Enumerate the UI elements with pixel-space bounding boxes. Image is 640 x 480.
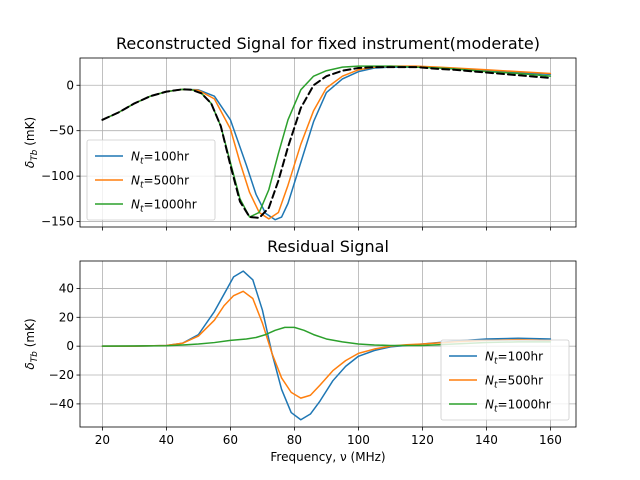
ticks: −150 −100 −50 0 — [41, 78, 551, 231]
legend-entry-label: Nt=1000hr — [485, 398, 551, 415]
legend-entry-label: Nt=500hr — [131, 174, 189, 191]
y-tick-label: −20 — [49, 368, 74, 382]
x-tick-label: 80 — [287, 433, 302, 447]
residual-signal-panel: 20 40 60 80 100 120 140 160 −40 −20 0 20 40 Residual … — [23, 237, 577, 464]
x-tick-label: 120 — [411, 433, 434, 447]
x-tick-label: 140 — [475, 433, 498, 447]
y-tick-label: −150 — [41, 215, 74, 229]
chart-title: Residual Signal — [267, 237, 389, 256]
series-group — [101, 270, 552, 421]
series-group — [101, 65, 552, 221]
x-tick-label: 20 — [95, 433, 110, 447]
legend-box — [440, 339, 570, 421]
x-axis-label: Frequency, ν (MHz) — [270, 450, 385, 464]
x-tick-label: 40 — [159, 433, 174, 447]
ticks: 20 40 60 80 100 120 140 160 −40 −20 0 20 40 — [49, 281, 562, 447]
legend: Nt=100hr Nt=500hr Nt=1000hr — [440, 339, 570, 421]
y-axis-label: δTb (mK) — [23, 318, 40, 369]
grid — [80, 58, 576, 227]
y-tick-label: 0 — [66, 78, 74, 92]
series-line-reference-dashed — [101, 66, 552, 219]
legend-entry-label: Nt=500hr — [485, 374, 543, 391]
y-tick-label: −40 — [49, 397, 74, 411]
x-tick-label: 100 — [347, 433, 370, 447]
reconstructed-signal-panel: −150 −100 −50 0 Reconstructed Signal for fix… — [23, 34, 577, 231]
legend-entry-label: Nt=100hr — [131, 150, 189, 167]
y-tick-label: 40 — [59, 281, 74, 295]
y-tick-label: 20 — [59, 310, 74, 324]
plot-frame — [79, 260, 577, 428]
series-line-n-t-1000hr — [101, 326, 552, 347]
x-tick-label: 60 — [223, 433, 238, 447]
chart-title: Reconstructed Signal for fixed instrumen… — [116, 34, 540, 53]
y-tick-label: 0 — [66, 339, 74, 353]
y-axis-label: δTb (mK) — [23, 117, 40, 168]
series-line-n-t-500hr — [101, 290, 552, 399]
y-tick-label: −100 — [41, 169, 74, 183]
legend: Nt=100hr Nt=500hr Nt=1000hr — [86, 139, 216, 221]
legend-entry-label: Nt=100hr — [485, 350, 543, 367]
y-tick-label: −50 — [49, 124, 74, 138]
legend-entry-label: Nt=1000hr — [131, 198, 197, 215]
x-tick-label: 160 — [539, 433, 562, 447]
legend-box — [86, 139, 216, 221]
plot-frame — [79, 57, 577, 228]
